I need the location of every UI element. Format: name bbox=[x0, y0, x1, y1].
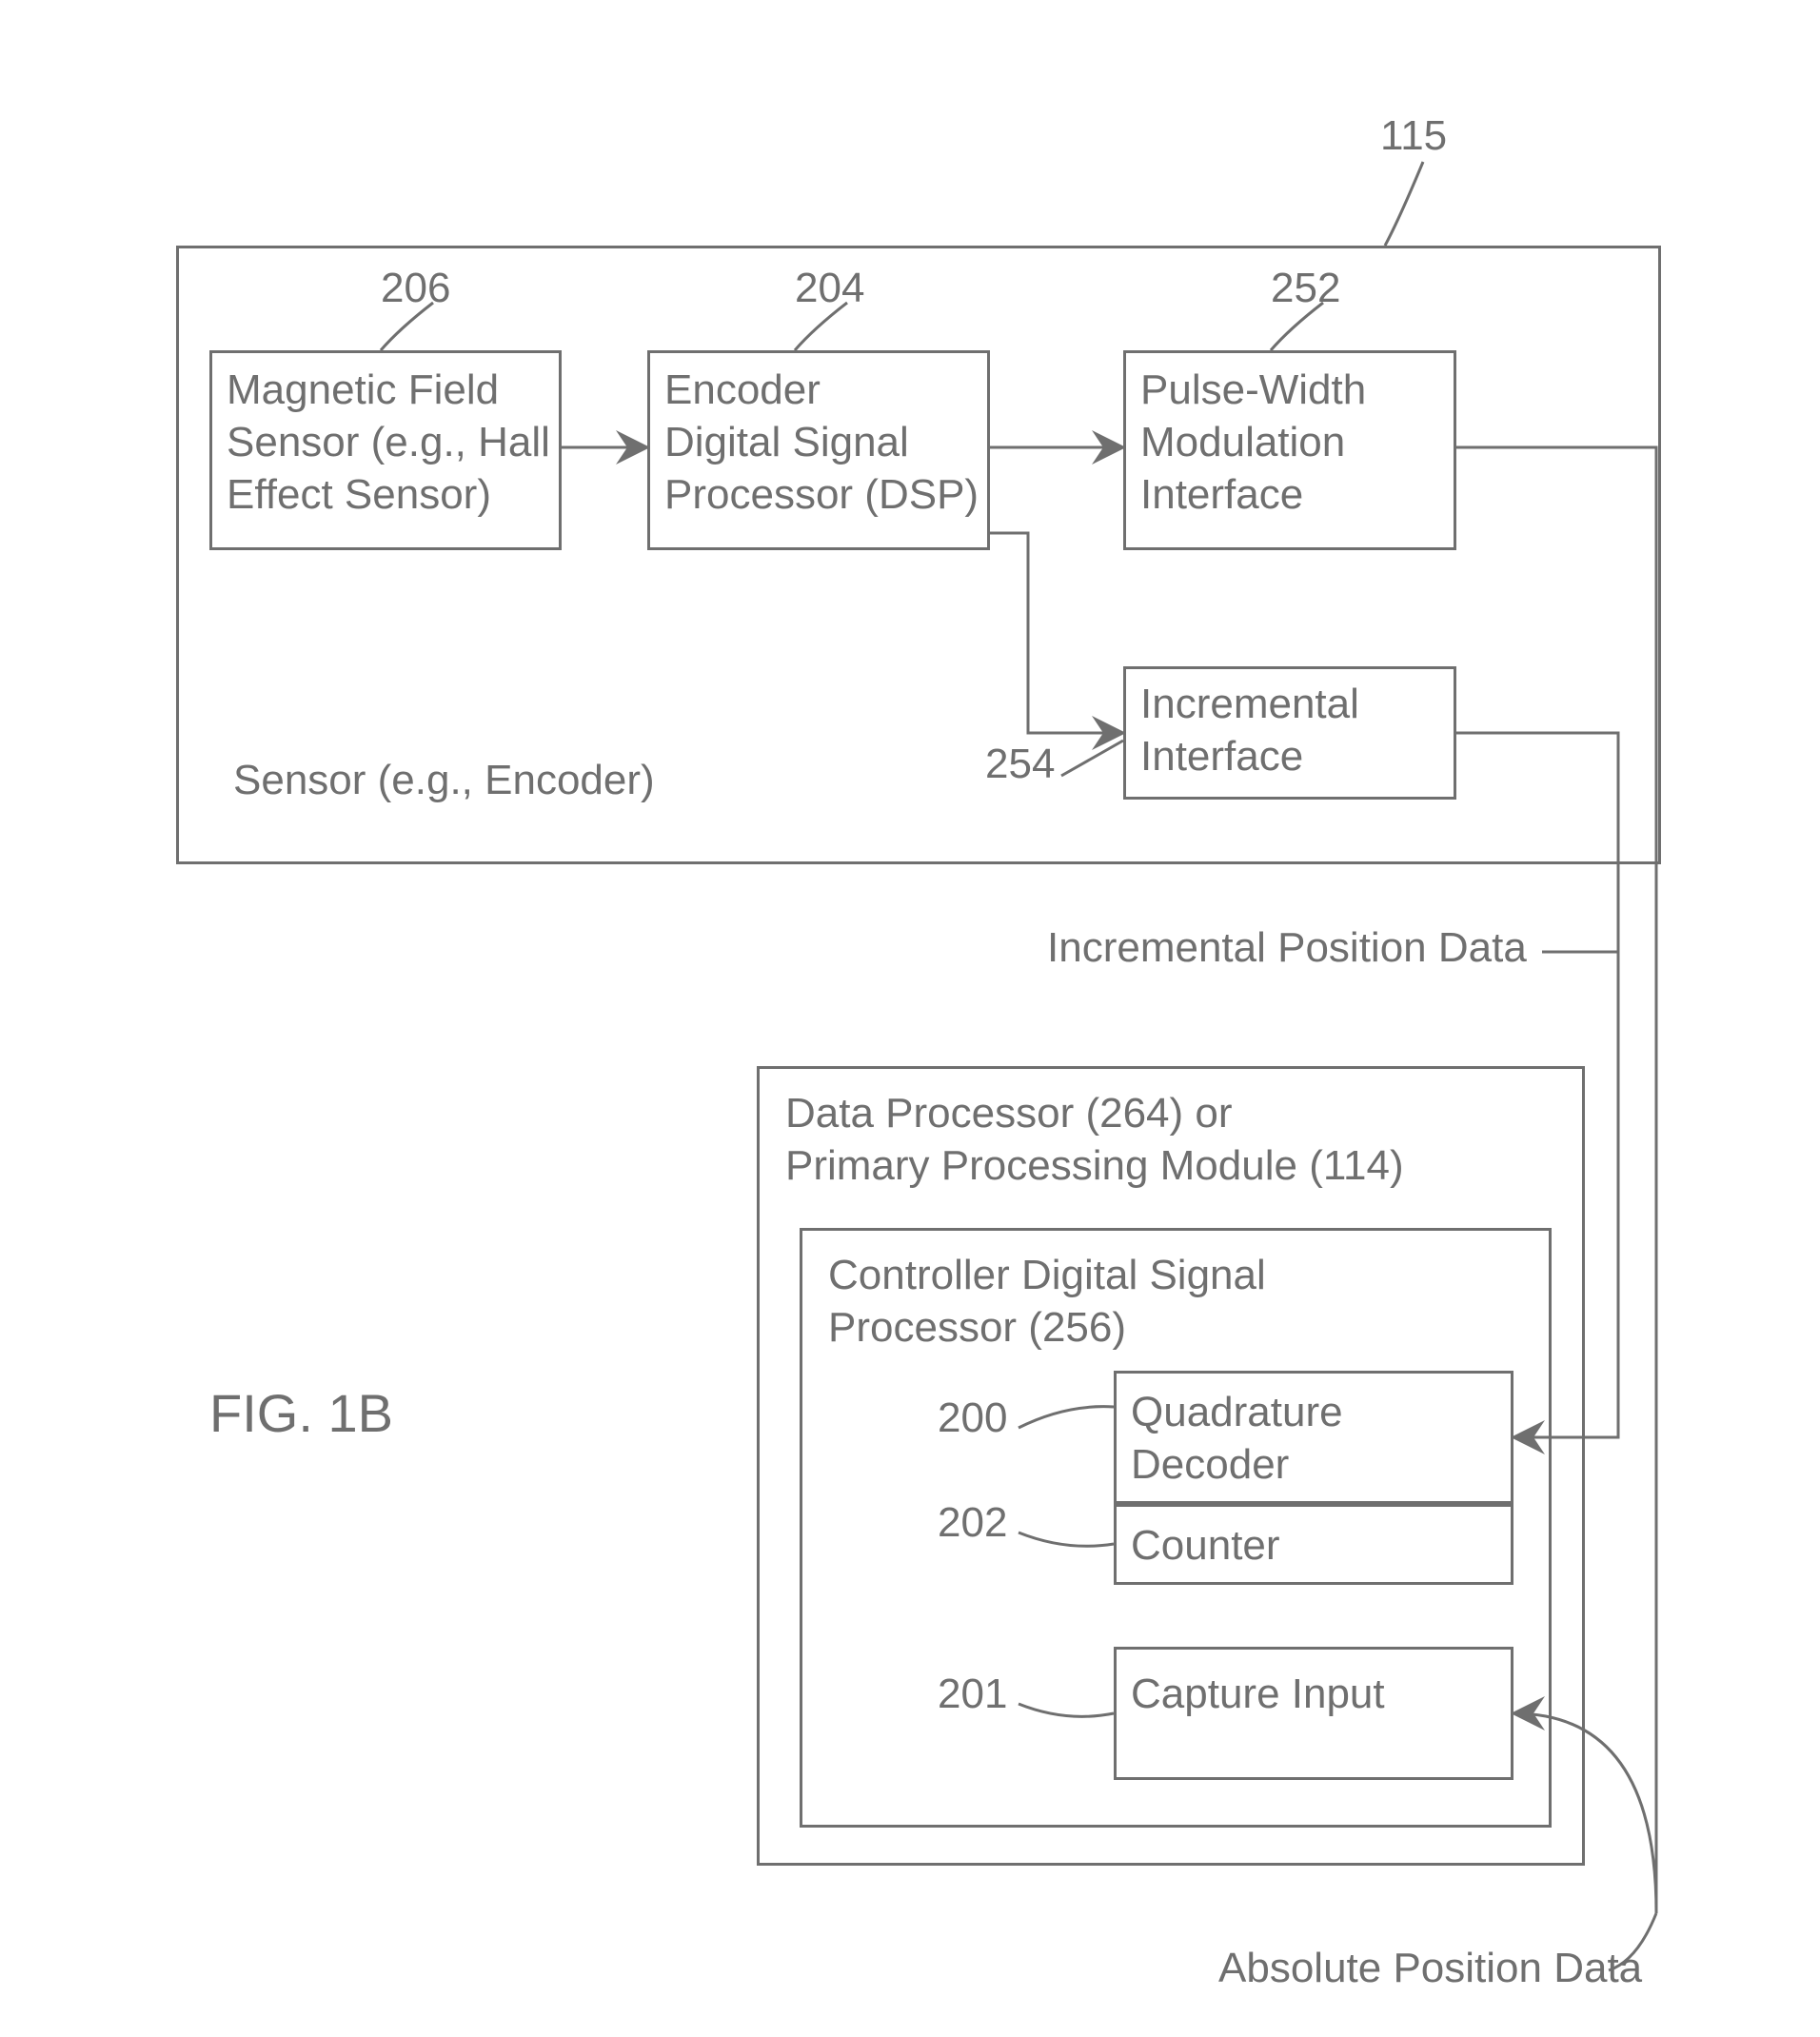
ref-201: 201 bbox=[938, 1671, 1007, 1718]
counter-label: Counter bbox=[1131, 1519, 1280, 1572]
magnetic-sensor-label: Magnetic Field Sensor (e.g., Hall Effect… bbox=[227, 364, 550, 521]
encoder-dsp-label: Encoder Digital Signal Processor (DSP) bbox=[664, 364, 979, 521]
controller-dsp-label: Controller Digital Signal Processor (256… bbox=[828, 1249, 1266, 1354]
ref-202: 202 bbox=[938, 1499, 1007, 1547]
ref-115: 115 bbox=[1380, 112, 1447, 160]
diagram-canvas: Sensor (e.g., Encoder) Magnetic Field Se… bbox=[0, 0, 1820, 2037]
pwm-interface-label: Pulse-Width Modulation Interface bbox=[1140, 364, 1366, 521]
absolute-data-label: Absolute Position Data bbox=[1218, 1942, 1642, 1994]
incremental-data-label: Incremental Position Data bbox=[1047, 921, 1527, 974]
ref-254: 254 bbox=[985, 741, 1055, 788]
ref-204: 204 bbox=[795, 265, 864, 312]
ref-206: 206 bbox=[381, 265, 450, 312]
incremental-interface-label: Incremental Interface bbox=[1140, 678, 1359, 782]
ref-252: 252 bbox=[1271, 265, 1340, 312]
figure-title: FIG. 1B bbox=[209, 1380, 393, 1447]
ref-200: 200 bbox=[938, 1394, 1007, 1442]
sensor-block-caption: Sensor (e.g., Encoder) bbox=[233, 754, 655, 806]
quadrature-decoder-label: Quadrature Decoder bbox=[1131, 1386, 1343, 1491]
processor-block-label: Data Processor (264) or Primary Processi… bbox=[785, 1087, 1404, 1192]
capture-input-label: Capture Input bbox=[1131, 1668, 1385, 1720]
